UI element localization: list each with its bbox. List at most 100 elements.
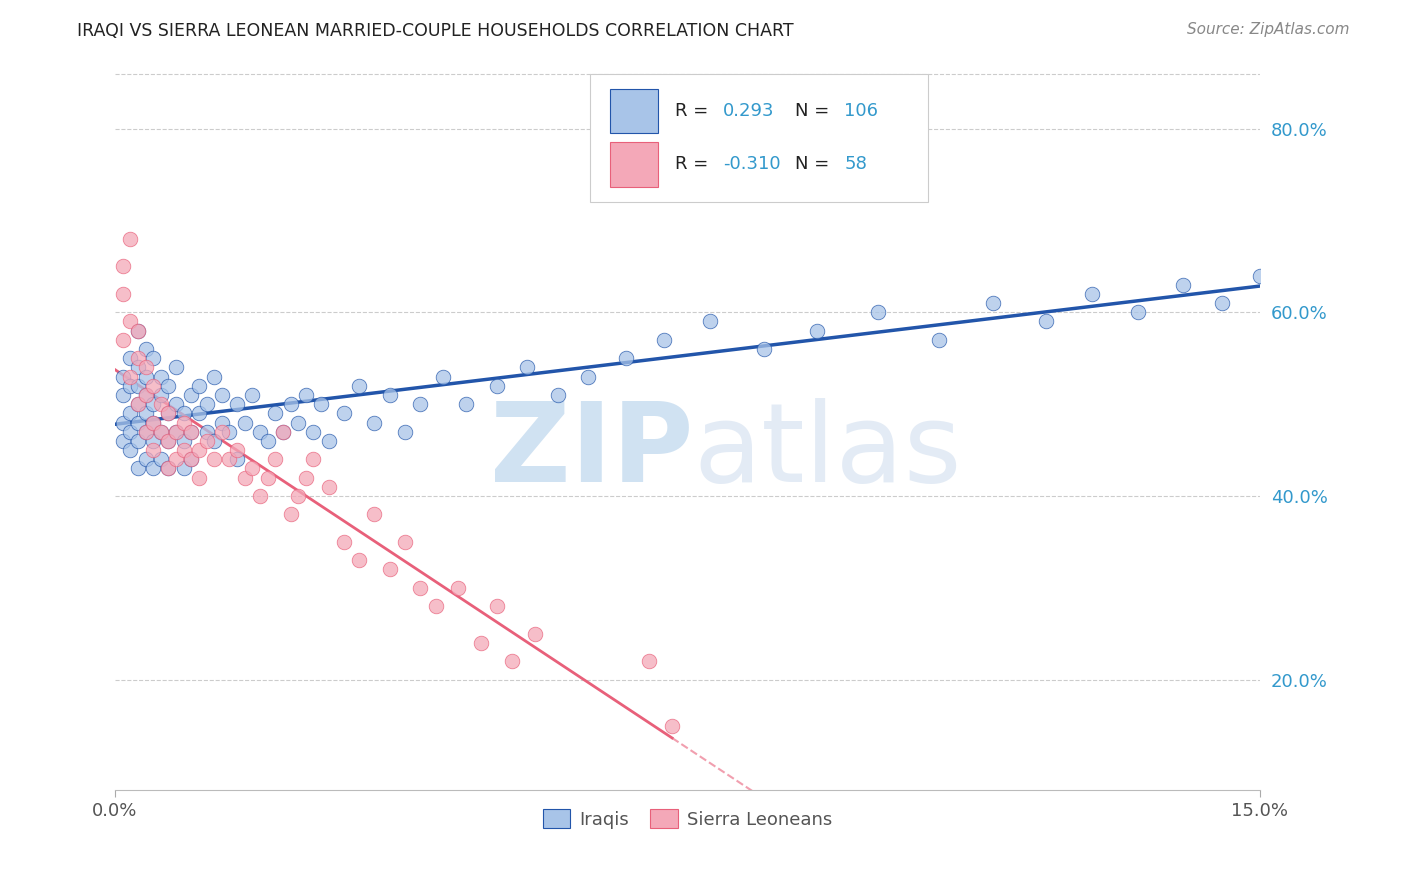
Point xyxy=(233,470,256,484)
Point xyxy=(173,461,195,475)
Point xyxy=(120,378,142,392)
Point xyxy=(111,434,134,448)
Point xyxy=(127,324,149,338)
Point xyxy=(516,360,538,375)
Point xyxy=(1362,260,1385,274)
Point xyxy=(295,388,318,402)
Text: 106: 106 xyxy=(844,102,879,120)
Point xyxy=(127,416,149,430)
Point xyxy=(120,443,142,458)
Point xyxy=(226,452,249,467)
Point xyxy=(378,388,401,402)
Point xyxy=(638,654,661,668)
Point xyxy=(157,406,180,420)
Point xyxy=(188,443,211,458)
Point xyxy=(142,416,165,430)
Point xyxy=(135,425,157,439)
Point xyxy=(211,416,233,430)
Point xyxy=(142,416,165,430)
Point xyxy=(188,378,211,392)
Point xyxy=(1340,277,1362,292)
Point xyxy=(157,434,180,448)
Point xyxy=(135,406,157,420)
Point xyxy=(135,369,157,384)
Point xyxy=(1035,314,1057,328)
Point xyxy=(202,434,225,448)
Point xyxy=(180,452,202,467)
Point xyxy=(218,425,240,439)
Point xyxy=(127,397,149,411)
Point xyxy=(111,388,134,402)
Point xyxy=(287,416,309,430)
Point xyxy=(195,425,218,439)
Point xyxy=(165,425,187,439)
Point xyxy=(120,425,142,439)
Point xyxy=(1081,287,1104,301)
Point xyxy=(264,452,287,467)
Point xyxy=(363,508,385,522)
Point xyxy=(226,443,249,458)
Point xyxy=(547,388,569,402)
Point xyxy=(157,434,180,448)
Bar xyxy=(610,89,658,133)
Point xyxy=(120,314,142,328)
Point xyxy=(180,452,202,467)
Point xyxy=(233,416,256,430)
Point xyxy=(271,425,294,439)
Point xyxy=(309,397,332,411)
Point xyxy=(280,508,302,522)
FancyBboxPatch shape xyxy=(591,73,928,202)
Point xyxy=(501,654,523,668)
Point xyxy=(180,388,202,402)
Bar xyxy=(610,143,658,186)
Point xyxy=(142,397,165,411)
Point xyxy=(135,342,157,356)
Point xyxy=(432,369,454,384)
Point xyxy=(868,305,890,319)
Point xyxy=(1211,296,1233,310)
Point xyxy=(188,470,211,484)
Point xyxy=(149,369,172,384)
Point xyxy=(120,351,142,366)
Point xyxy=(806,324,828,338)
Point xyxy=(135,360,157,375)
Point xyxy=(256,470,278,484)
Point xyxy=(135,388,157,402)
Point xyxy=(173,443,195,458)
Point xyxy=(485,378,508,392)
Point xyxy=(981,296,1004,310)
Text: R =: R = xyxy=(675,102,714,120)
Point xyxy=(142,443,165,458)
Point xyxy=(378,562,401,576)
Point xyxy=(135,388,157,402)
Point xyxy=(165,360,187,375)
Point xyxy=(127,324,149,338)
Point xyxy=(333,535,356,549)
Point xyxy=(142,378,165,392)
Point xyxy=(249,425,271,439)
Point xyxy=(157,378,180,392)
Point xyxy=(218,452,240,467)
Text: -0.310: -0.310 xyxy=(723,155,780,173)
Point xyxy=(157,406,180,420)
Point xyxy=(295,470,318,484)
Point xyxy=(394,535,416,549)
Point xyxy=(173,434,195,448)
Point xyxy=(127,378,149,392)
Point xyxy=(1279,287,1302,301)
Point xyxy=(149,388,172,402)
Point xyxy=(135,425,157,439)
Point xyxy=(454,397,477,411)
Point xyxy=(1173,277,1195,292)
Point xyxy=(120,369,142,384)
Point xyxy=(661,718,683,732)
Text: 58: 58 xyxy=(844,155,868,173)
Point xyxy=(333,406,356,420)
Point xyxy=(149,397,172,411)
Point xyxy=(249,489,271,503)
Point xyxy=(149,425,172,439)
Point xyxy=(302,452,325,467)
Point xyxy=(157,461,180,475)
Point xyxy=(264,406,287,420)
Point xyxy=(165,425,187,439)
